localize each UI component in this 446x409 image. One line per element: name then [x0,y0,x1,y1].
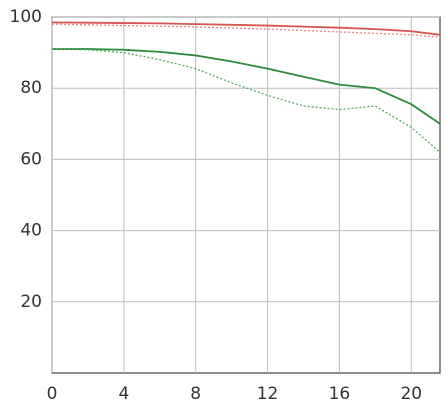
series-line [52,48,441,125]
y-tick-label: 80 [20,78,42,98]
y-tick-label: 20 [20,292,42,312]
y-tick-label: 40 [20,221,42,241]
x-tick-label: 12 [257,384,279,404]
series-line [51,48,441,153]
x-tick-label: 20 [400,384,422,404]
x-tick-label: 4 [118,384,129,404]
y-tick-label: 60 [20,149,42,169]
x-tick-label: 16 [329,384,351,404]
y-tick-label: 100 [10,7,42,27]
x-tick-label: 8 [190,384,201,404]
plot-frame [51,16,441,374]
series-line [51,23,441,38]
x-tick-label: 0 [47,384,58,404]
series-line [51,21,441,36]
